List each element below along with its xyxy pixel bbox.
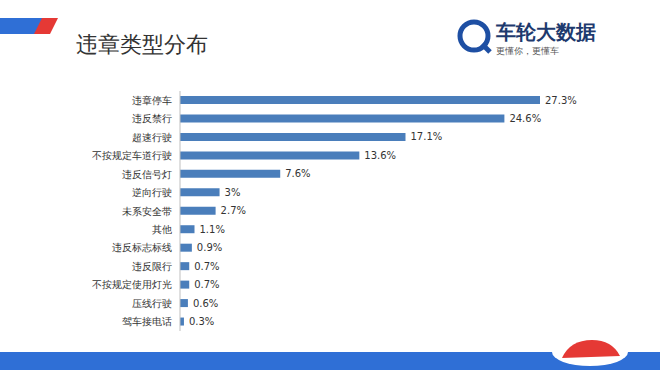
svg-text:0.9%: 0.9% [197, 242, 222, 253]
svg-text:违章停车: 违章停车 [132, 95, 172, 106]
svg-text:27.3%: 27.3% [545, 95, 577, 106]
html-text:违章类型分布: 违章类型分布 [76, 32, 208, 57]
svg-text:0.7%: 0.7% [194, 279, 219, 290]
svg-text:24.6%: 24.6% [509, 113, 541, 124]
svg-text:违反禁行: 违反禁行 [132, 113, 172, 124]
svg-text:17.1%: 17.1% [410, 131, 442, 142]
svg-text:7.6%: 7.6% [285, 168, 310, 179]
svg-text:未系安全带: 未系安全带 [122, 206, 172, 217]
svg-text:13.6%: 13.6% [364, 150, 396, 161]
svg-text:逆向行驶: 逆向行驶 [132, 187, 172, 198]
svg-text:超速行驶: 超速行驶 [132, 132, 172, 143]
svg-text:1.1%: 1.1% [200, 224, 225, 235]
svg-text:0.7%: 0.7% [194, 261, 219, 272]
svg-text:2.7%: 2.7% [221, 205, 246, 216]
html-text:更懂你，更懂车: 更懂你，更懂车 [496, 46, 559, 56]
svg-text:违反信号灯: 违反信号灯 [122, 169, 172, 180]
svg-text:其他: 其他 [152, 224, 172, 235]
svg-text:不按规定车道行驶: 不按规定车道行驶 [92, 150, 172, 161]
svg-text:3%: 3% [225, 187, 241, 198]
svg-text:不按规定使用灯光: 不按规定使用灯光 [92, 279, 172, 290]
svg-text:违反限行: 违反限行 [132, 261, 172, 272]
svg-text:0.6%: 0.6% [193, 298, 218, 309]
svg-text:压线行驶: 压线行驶 [132, 298, 172, 309]
svg-text:违反标志标线: 违反标志标线 [112, 242, 172, 253]
svg-text:驾车接电话: 驾车接电话 [122, 316, 172, 327]
svg-text:0.3%: 0.3% [189, 316, 214, 327]
html-text:车轮大数据: 车轮大数据 [496, 20, 596, 44]
